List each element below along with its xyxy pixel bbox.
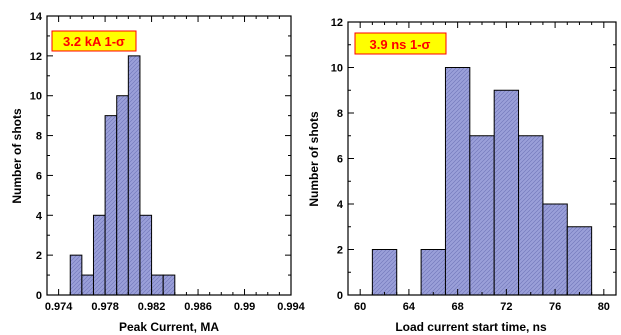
y-tick-label-start-time-5: 10 — [331, 63, 343, 75]
histogram-bar-start-time-0 — [371, 249, 398, 296]
y-axis-title-peak-current: Number of shots — [10, 108, 24, 204]
annotation-start-time: 3.9 ns 1-σ — [354, 32, 447, 55]
histogram-bar-peak-current-6 — [139, 214, 153, 296]
histogram-bar-peak-current-1 — [81, 274, 94, 296]
histogram-bar-start-time-7 — [542, 203, 568, 296]
y-tick-label-start-time-3: 6 — [337, 154, 343, 166]
x-tick-label-peak-current-1: 0.978 — [91, 301, 119, 313]
histogram-bar-start-time-6 — [518, 135, 544, 296]
histogram-bar-peak-current-8 — [162, 274, 176, 296]
plot-frame-peak-current — [46, 15, 292, 296]
annotation-text-start-time: 3.9 ns 1-σ — [370, 37, 431, 52]
x-tick-label-start-time-5: 80 — [598, 301, 610, 313]
histogram-bar-peak-current-0 — [69, 254, 83, 296]
y-tick-label-peak-current-5: 10 — [30, 91, 42, 103]
histogram-bar-peak-current-2 — [92, 214, 106, 296]
x-tick-label-start-time-3: 72 — [500, 301, 512, 313]
x-tick-label-start-time-1: 64 — [403, 301, 416, 313]
histogram-bar-start-time-4 — [469, 135, 495, 296]
annotation-peak-current: 3.2 kA 1-σ — [51, 30, 137, 52]
x-tick-label-peak-current-3: 0.986 — [184, 301, 212, 313]
y-tick-label-start-time-6: 12 — [331, 17, 343, 29]
y-tick-label-start-time-2: 4 — [337, 199, 344, 211]
x-tick-label-peak-current-5: 0.994 — [277, 301, 305, 313]
histogram-bar-start-time-8 — [566, 226, 593, 296]
y-axis-title-start-time: Number of shots — [307, 111, 321, 207]
x-tick-label-start-time-4: 76 — [549, 301, 561, 313]
x-axis-title-start-time: Load current start time, ns — [395, 320, 547, 334]
x-tick-label-start-time-2: 68 — [452, 301, 464, 313]
y-tick-label-start-time-0: 0 — [337, 290, 343, 302]
histogram-bar-peak-current-5 — [127, 55, 141, 296]
y-tick-label-peak-current-7: 14 — [30, 11, 43, 23]
ticks-peak-current: 0.974 0.978 0.982 0.986 0.99 0.994 0 2 4 6 8 10 12 14 — [30, 11, 306, 313]
chart-peak-current: 0.974 0.978 0.982 0.986 0.99 0.994 0 2 4 6 8 10 12 14… — [10, 11, 306, 334]
y-tick-label-peak-current-3: 6 — [36, 170, 42, 182]
y-tick-label-peak-current-0: 0 — [36, 290, 42, 302]
y-tick-label-start-time-1: 2 — [337, 245, 343, 257]
histogram-bar-peak-current-7 — [151, 274, 164, 296]
x-tick-label-start-time-0: 60 — [354, 301, 366, 313]
histogram-bar-start-time-3 — [444, 67, 471, 296]
y-tick-label-peak-current-4: 8 — [36, 131, 42, 143]
y-tick-label-peak-current-2: 4 — [36, 210, 43, 222]
y-tick-label-start-time-4: 8 — [337, 108, 343, 120]
y-tick-label-peak-current-6: 12 — [30, 51, 42, 63]
x-tick-label-peak-current-4: 0.99 — [234, 301, 255, 313]
x-tick-label-peak-current-0: 0.974 — [45, 301, 73, 313]
x-tick-label-peak-current-2: 0.982 — [138, 301, 166, 313]
histogram-bar-peak-current-3 — [104, 115, 118, 296]
histogram-bar-start-time-5 — [493, 89, 520, 296]
histogram-bar-start-time-2 — [420, 249, 446, 296]
annotation-text-peak-current: 3.2 kA 1-σ — [63, 34, 125, 49]
bars-peak-current — [69, 55, 176, 296]
x-axis-title-peak-current: Peak Current, MA — [119, 320, 219, 334]
y-tick-label-peak-current-1: 2 — [36, 250, 42, 262]
bars-start-time — [371, 67, 593, 296]
histogram-bar-peak-current-4 — [116, 95, 129, 296]
